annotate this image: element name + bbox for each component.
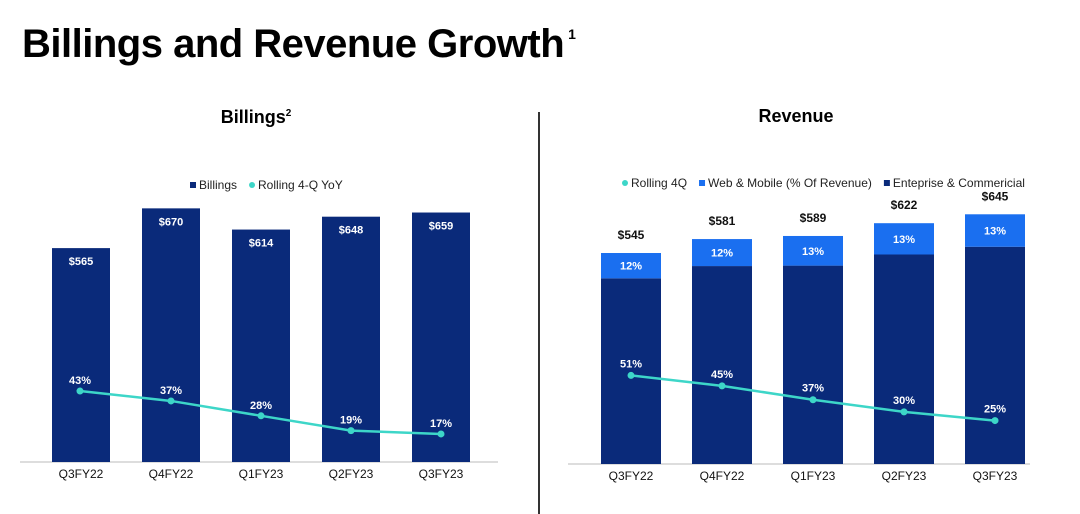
billings-yoy-point-0 xyxy=(76,387,84,395)
revenue-total-label-3: $622 xyxy=(891,198,918,212)
revenue-web-mobile-label-0: 12% xyxy=(620,261,642,273)
revenue-enterprise-bar-3 xyxy=(874,254,934,464)
billings-yoy-point-1 xyxy=(167,397,175,405)
revenue-total-label-0: $545 xyxy=(618,228,645,242)
revenue-rolling-point-1 xyxy=(718,382,726,390)
billings-x-tick-3: Q2FY23 xyxy=(329,467,374,481)
revenue-x-tick-1: Q4FY22 xyxy=(700,469,745,483)
revenue-rolling-label-2: 37% xyxy=(802,383,824,395)
revenue-web-mobile-bar-2 xyxy=(783,235,843,266)
billings-bar-label-2: $614 xyxy=(249,238,274,250)
revenue-rolling-point-4 xyxy=(991,417,999,425)
billings-yoy-label-4: 17% xyxy=(430,418,452,430)
billings-bar-1 xyxy=(142,208,200,462)
billings-bar-0 xyxy=(52,248,110,462)
page-title: Billings and Revenue Growth xyxy=(22,22,565,66)
billings-yoy-point-3 xyxy=(347,427,355,435)
revenue-x-tick-3: Q2FY23 xyxy=(882,469,927,483)
revenue-enterprise-bar-2 xyxy=(783,265,843,464)
billings-bar-3 xyxy=(322,216,380,462)
billings-legend-marker-1 xyxy=(249,182,256,188)
billings-x-tick-0: Q3FY22 xyxy=(59,467,104,481)
revenue-total-label-1: $581 xyxy=(709,214,736,228)
revenue-total-label-4: $645 xyxy=(982,189,1009,203)
revenue-rolling-label-0: 51% xyxy=(620,358,642,370)
revenue-web-mobile-bar-1 xyxy=(692,239,752,267)
page-title-block: Billings and Revenue Growth 1 xyxy=(22,22,576,67)
revenue-web-mobile-bar-3 xyxy=(874,223,934,255)
billings-x-tick-4: Q3FY23 xyxy=(419,467,464,481)
revenue-enterprise-bar-0 xyxy=(601,278,661,464)
revenue-x-tick-4: Q3FY23 xyxy=(973,469,1018,483)
revenue-legend-marker-1 xyxy=(699,180,706,186)
revenue-legend-marker-0 xyxy=(622,180,628,186)
billings-bar-2 xyxy=(232,229,290,462)
revenue-total-label-2: $589 xyxy=(800,211,827,225)
billings-yoy-label-2: 28% xyxy=(250,400,272,412)
billings-title-footnote: 2 xyxy=(286,108,292,119)
billings-bar-label-3: $648 xyxy=(339,225,363,237)
revenue-web-mobile-label-1: 12% xyxy=(711,248,733,260)
revenue-web-mobile-bar-4 xyxy=(965,214,1025,247)
billings-yoy-point-4 xyxy=(437,430,445,438)
billings-x-tick-1: Q4FY22 xyxy=(149,467,194,481)
revenue-web-mobile-bar-0 xyxy=(601,253,661,279)
billings-bar-label-0: $565 xyxy=(69,256,93,268)
revenue-rolling-label-4: 25% xyxy=(984,404,1006,416)
billings-bar-4 xyxy=(412,212,470,462)
revenue-web-mobile-label-3: 13% xyxy=(893,234,915,246)
revenue-x-tick-0: Q3FY22 xyxy=(609,469,654,483)
revenue-enterprise-bar-1 xyxy=(692,266,752,464)
chart-divider xyxy=(538,112,540,514)
billings-x-tick-2: Q1FY23 xyxy=(239,467,284,481)
revenue-rolling-point-2 xyxy=(809,396,817,404)
billings-legend-label-1: Rolling 4-Q YoY xyxy=(258,178,343,192)
billings-chart-title: Billings2 xyxy=(221,107,292,127)
revenue-rolling-point-3 xyxy=(900,408,908,416)
billings-yoy-label-3: 19% xyxy=(340,415,362,427)
revenue-enterprise-bar-4 xyxy=(965,246,1025,464)
revenue-rolling-label-3: 30% xyxy=(893,395,915,407)
billings-legend-label-0: Billings xyxy=(199,178,237,192)
revenue-rolling-point-0 xyxy=(627,371,635,379)
billings-yoy-label-0: 43% xyxy=(69,375,91,387)
billings-bar-label-1: $670 xyxy=(159,216,183,228)
revenue-chart-title: Revenue xyxy=(758,106,833,126)
revenue-legend-label-1: Web & Mobile (% Of Revenue) xyxy=(708,176,872,190)
revenue-web-mobile-label-4: 13% xyxy=(984,226,1006,238)
billings-yoy-point-2 xyxy=(257,412,265,420)
revenue-legend-label-0: Rolling 4Q xyxy=(631,176,687,190)
page-title-footnote: 1 xyxy=(568,26,576,42)
billings-yoy-label-1: 37% xyxy=(160,385,182,397)
revenue-legend-label-2: Enteprise & Commericial xyxy=(893,176,1025,190)
revenue-legend-marker-2 xyxy=(883,180,890,186)
revenue-web-mobile-label-2: 13% xyxy=(802,246,824,258)
billings-bar-label-4: $659 xyxy=(429,221,453,233)
billings-legend-marker-0 xyxy=(190,182,196,188)
revenue-rolling-label-1: 45% xyxy=(711,369,733,381)
revenue-x-tick-2: Q1FY23 xyxy=(791,469,836,483)
